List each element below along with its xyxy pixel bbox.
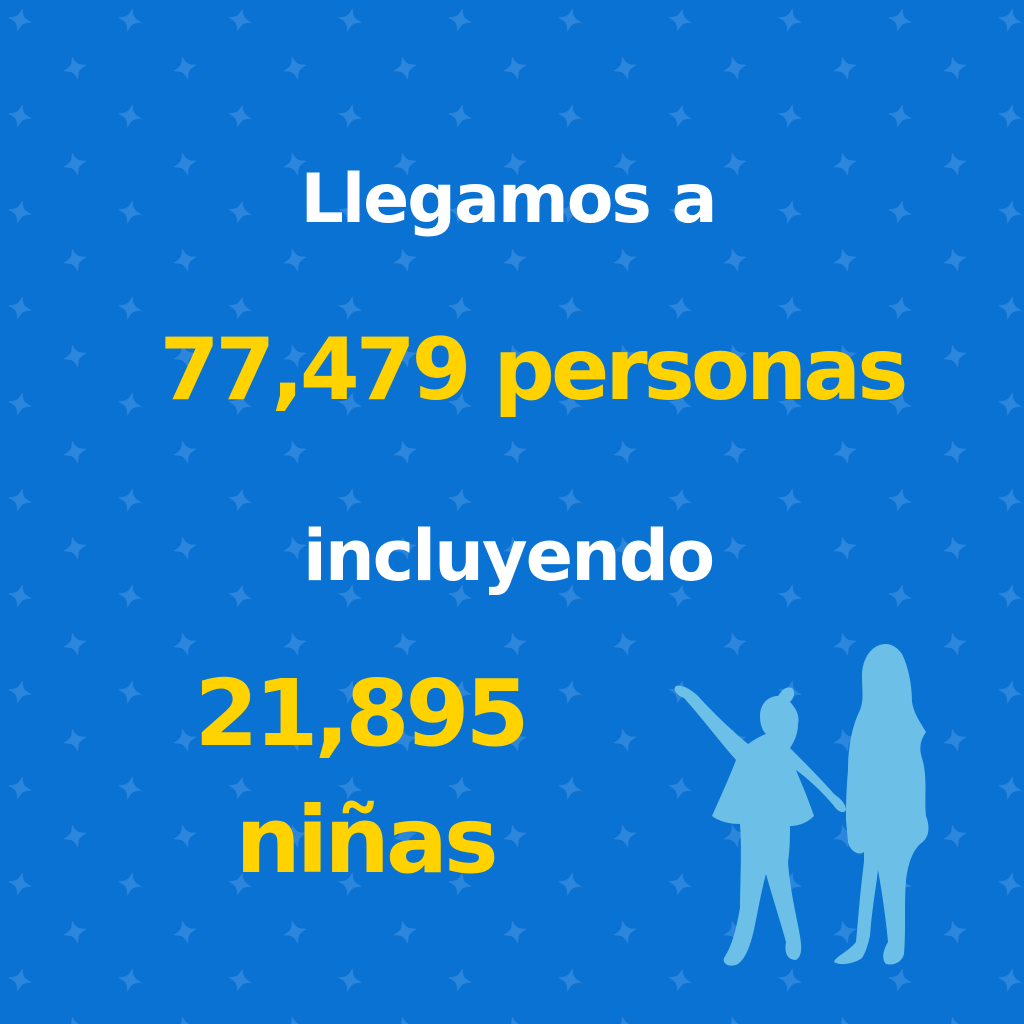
girls-count: 21,895 [194, 660, 529, 767]
headline-line-3: incluyendo [302, 515, 715, 597]
headline-line-1: Llegamos a [300, 160, 718, 239]
girls-label: niñas [235, 787, 498, 894]
children-silhouette-icon [674, 644, 929, 966]
headline-people-count: 77,479 personas [159, 320, 909, 420]
